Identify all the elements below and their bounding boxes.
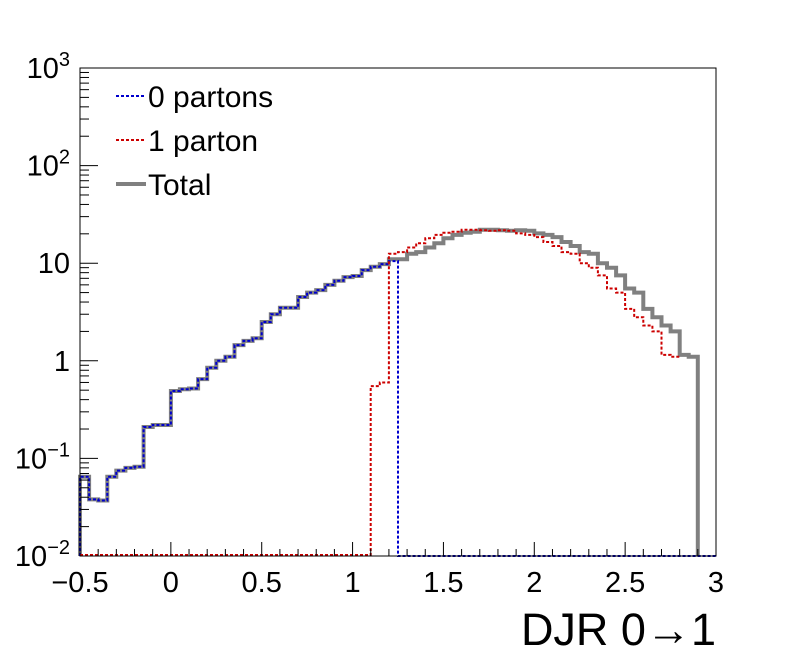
axis-ticks [79, 67, 717, 557]
x-tick-label: 2 [526, 567, 542, 599]
x-tick-label: −0.5 [51, 567, 108, 599]
x-tick-label: 0.5 [242, 567, 282, 599]
legend-label: 1 parton [148, 125, 258, 158]
plot-frame [79, 67, 717, 557]
y-tick-label: 10−1 [15, 439, 70, 475]
series-1-parton [369, 228, 680, 556]
y-tick-label: 1 [54, 346, 70, 378]
y-tick-label: 103 [27, 49, 70, 85]
series-0-partons [79, 260, 716, 557]
legend-label: 0 partons [148, 81, 273, 114]
legend-label: Total [148, 169, 211, 202]
x-tick-label: 1.5 [423, 567, 463, 599]
y-tick-label: 10 [38, 248, 70, 280]
y-tick-labels: 10−2 10−1 1 10 102 103 [15, 49, 70, 573]
x-tick-label: 2.5 [605, 567, 645, 599]
legend: 0 partons 1 parton Total [116, 81, 273, 202]
x-tick-labels: −0.5 0 0.5 1 1.5 2 2.5 3 [51, 567, 724, 599]
y-tick-label: 102 [27, 147, 70, 183]
x-axis-title: DJR 0→1 [521, 604, 716, 655]
x-tick-label: 0 [163, 567, 179, 599]
y-tick-label: 10−2 [15, 537, 70, 573]
x-tick-label: 3 [708, 567, 724, 599]
x-tick-label: 1 [345, 567, 361, 599]
axis-frame [79, 67, 717, 557]
plot-area [78, 227, 716, 557]
